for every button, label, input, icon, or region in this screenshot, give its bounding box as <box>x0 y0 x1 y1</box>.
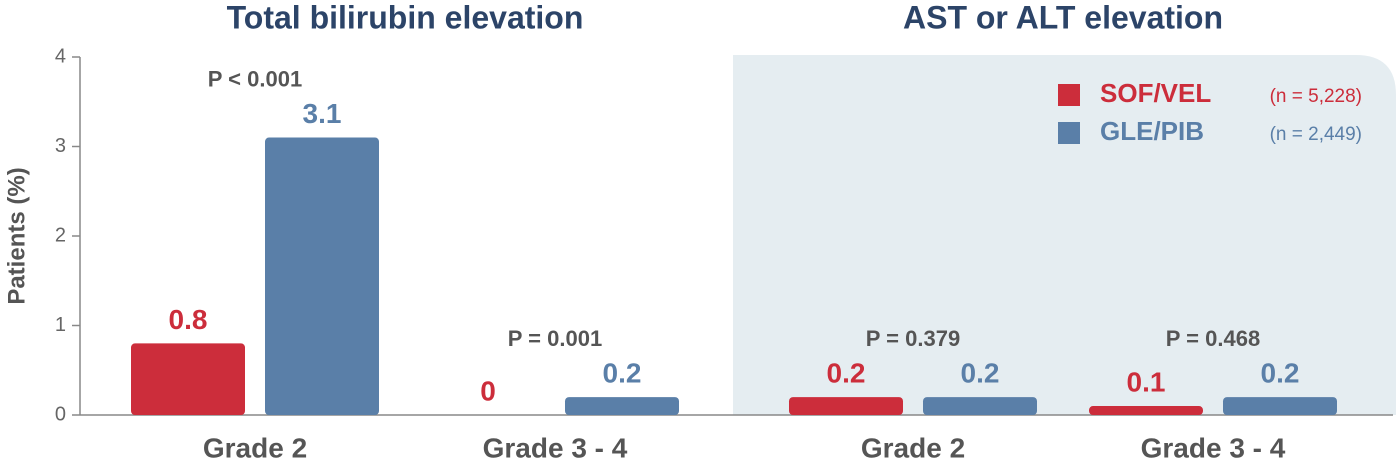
value-label: 0 <box>480 375 496 406</box>
bar <box>1089 406 1203 415</box>
y-axis-label: Patients (%) <box>3 167 30 304</box>
p-value: P = 0.379 <box>866 326 960 351</box>
legend-swatch <box>1058 84 1080 106</box>
x-tick-label: Grade 2 <box>203 432 307 463</box>
legend-label: SOF/VEL <box>1100 78 1211 108</box>
bar <box>789 397 903 415</box>
value-label: 0.1 <box>1127 366 1166 397</box>
value-label: 0.2 <box>1261 357 1300 388</box>
value-label: 3.1 <box>303 98 342 129</box>
y-tick-label: 3 <box>55 135 66 157</box>
x-tick-label: Grade 3 - 4 <box>483 432 628 463</box>
value-label: 0.8 <box>169 304 208 335</box>
bar <box>265 137 379 416</box>
bar <box>1223 397 1337 415</box>
y-tick-label: 1 <box>55 314 66 336</box>
p-value: P = 0.468 <box>1166 326 1260 351</box>
value-label: 0.2 <box>827 357 866 388</box>
x-tick-label: Grade 3 - 4 <box>1141 432 1286 463</box>
y-tick-label: 2 <box>55 224 66 246</box>
value-label: 0.2 <box>961 357 1000 388</box>
bar <box>131 343 245 415</box>
legend-label: GLE/PIB <box>1100 116 1204 146</box>
bar <box>923 397 1037 415</box>
legend-swatch <box>1058 122 1080 144</box>
bar <box>565 397 679 415</box>
group-title: Total bilirubin elevation <box>227 0 584 35</box>
group-title: AST or ALT elevation <box>903 0 1223 35</box>
p-value: P = 0.001 <box>508 326 602 351</box>
x-tick-label: Grade 2 <box>861 432 965 463</box>
legend-note: (n = 2,449) <box>1270 124 1362 145</box>
p-value: P < 0.001 <box>208 66 302 91</box>
y-tick-label: 0 <box>55 403 66 425</box>
panel-background <box>733 55 1396 415</box>
legend-note: (n = 5,228) <box>1270 86 1362 107</box>
y-tick-label: 4 <box>55 45 66 67</box>
value-label: 0.2 <box>603 357 642 388</box>
